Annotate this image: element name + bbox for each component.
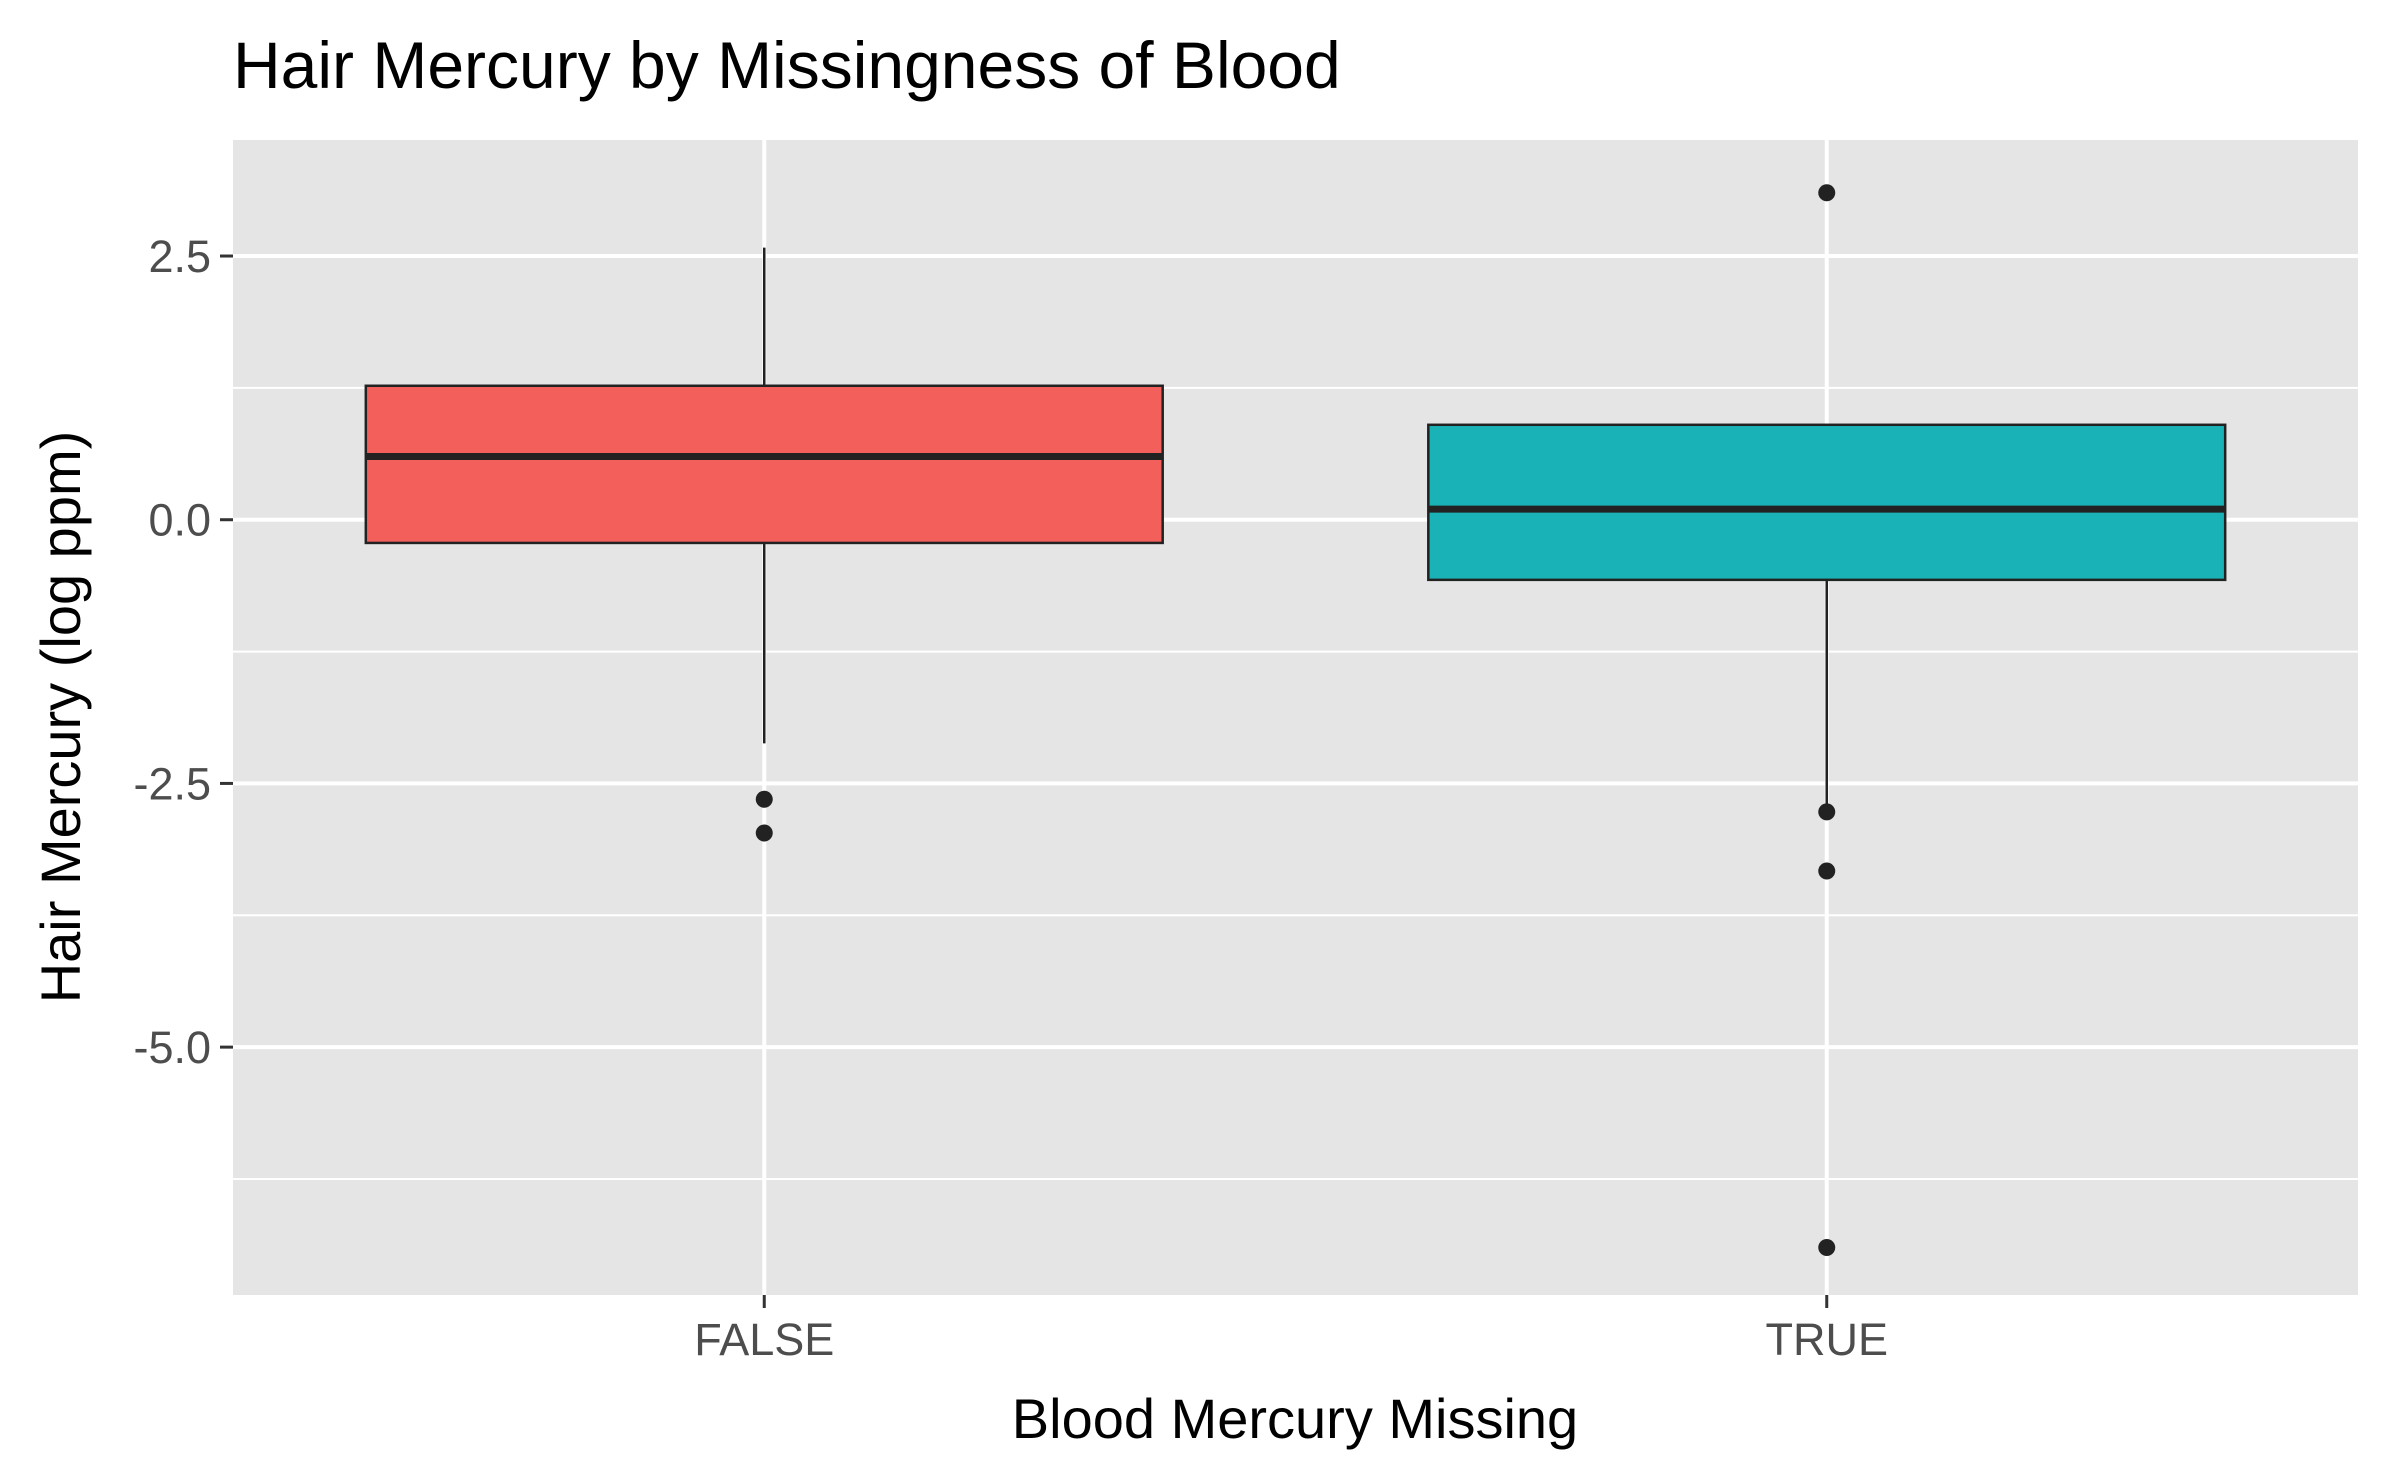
minor-gridlines [233, 386, 2358, 1180]
x-tick-label: TRUE [1766, 1314, 1889, 1365]
y-tick-label: -5.0 [133, 1022, 211, 1073]
x-axis: FALSE TRUE [694, 1295, 1888, 1365]
y-tick-label: -2.5 [133, 758, 211, 809]
y-tick-label: 0.0 [148, 495, 211, 546]
outlier-point [1818, 184, 1836, 202]
plot-panel [233, 140, 2358, 1295]
y-axis: 2.5 0.0 -2.5 -5.0 [133, 231, 233, 1073]
y-tick-label: 2.5 [148, 231, 211, 282]
box-iqr [364, 384, 1164, 545]
boxes-layer [364, 184, 2227, 1257]
outlier-point [1818, 1239, 1836, 1257]
outlier-point [1818, 862, 1836, 880]
outlier-point [1818, 803, 1836, 821]
box-group [364, 247, 1164, 842]
x-axis-title: Blood Mercury Missing [1012, 1387, 1578, 1450]
y-axis-title: Hair Mercury (log ppm) [29, 431, 92, 1004]
outlier-point [755, 824, 773, 842]
box-group [1427, 184, 2227, 1257]
x-tick-label: FALSE [694, 1314, 834, 1365]
box-iqr [1427, 423, 2227, 582]
chart-title: Hair Mercury by Missingness of Blood [233, 28, 1341, 102]
outlier-point [755, 790, 773, 808]
